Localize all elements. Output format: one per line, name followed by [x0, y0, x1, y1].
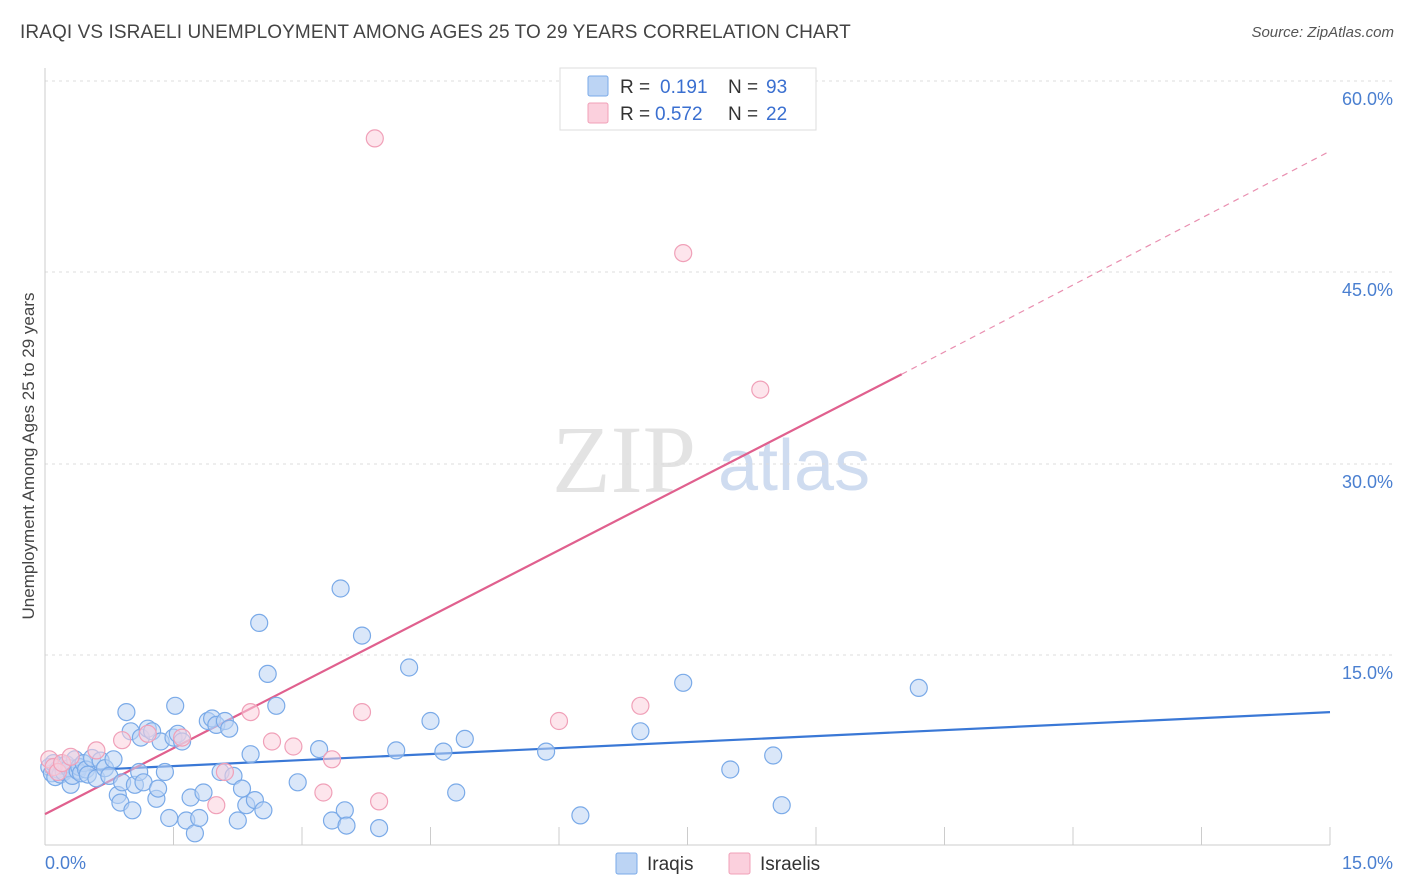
point-iraqis — [190, 808, 209, 828]
point-iraqis — [421, 711, 440, 731]
point-iraqis — [267, 696, 286, 715]
legend-n-iraqis: 93 — [766, 77, 787, 98]
point-iraqis — [104, 750, 123, 769]
point-iraqis — [194, 783, 213, 802]
y-tick-label: 15.0% — [1342, 663, 1393, 683]
bottom-legend: Iraqis Israelis — [615, 852, 820, 875]
y-axis-label: Unemployment Among Ages 25 to 29 years — [19, 293, 38, 620]
point-israelis — [549, 711, 569, 731]
y-tick-label: 60.0% — [1342, 89, 1393, 109]
point-iraqis — [228, 811, 247, 830]
legend-swatch-israelis — [587, 102, 609, 124]
trend-line-extension-israelis — [901, 150, 1331, 375]
point-iraqis — [310, 739, 329, 759]
point-iraqis — [232, 779, 252, 798]
point-iraqis — [400, 658, 419, 677]
bottom-legend-iraqis: Iraqis — [647, 854, 693, 875]
legend-swatch-iraqis — [587, 75, 609, 97]
point-iraqis — [160, 808, 179, 828]
point-iraqis — [455, 729, 474, 749]
point-iraqis — [155, 762, 174, 782]
point-iraqis — [721, 760, 740, 779]
point-iraqis — [447, 783, 466, 802]
point-iraqis — [117, 702, 136, 722]
point-israelis — [352, 702, 372, 722]
legend-n-label-israelis: N = — [728, 104, 758, 125]
trend-line-iraqis — [44, 711, 1331, 774]
legend-r-iraqis: 0.191 — [660, 77, 708, 98]
point-iraqis — [909, 678, 928, 698]
point-iraqis — [258, 664, 277, 684]
x-tick-label: 15.0% — [1342, 853, 1393, 873]
point-iraqis — [288, 773, 307, 792]
point-iraqis — [337, 816, 356, 835]
point-israelis — [112, 731, 132, 750]
source-label: Source: ZipAtlas.com — [1251, 24, 1394, 41]
x-tick-label: 0.0% — [45, 853, 86, 873]
point-israelis — [241, 702, 260, 722]
point-iraqis — [185, 824, 204, 843]
point-iraqis — [434, 742, 453, 761]
point-israelis — [87, 741, 106, 760]
point-iraqis — [149, 779, 168, 798]
legend-n-label-iraqis: N = — [728, 77, 758, 98]
point-israelis — [284, 737, 303, 756]
point-israelis — [215, 762, 234, 782]
grid-lines — [45, 80, 1392, 656]
legend-n-israelis: 22 — [766, 104, 787, 125]
point-iraqis — [764, 746, 783, 765]
bottom-legend-israelis: Israelis — [760, 854, 820, 875]
point-israelis — [631, 696, 650, 715]
bottom-legend-swatch-israelis — [728, 852, 751, 875]
point-iraqis — [250, 613, 269, 633]
point-iraqis — [352, 626, 372, 645]
point-iraqis — [335, 801, 354, 820]
point-israelis — [365, 129, 384, 148]
legend-r-label-israelis: R = — [620, 104, 650, 125]
point-iraqis — [571, 806, 590, 825]
point-israelis — [262, 732, 282, 751]
point-iraqis — [166, 696, 185, 715]
y-tick-label: 30.0% — [1342, 472, 1393, 492]
point-iraqis — [123, 801, 142, 820]
point-iraqis — [631, 722, 650, 741]
watermark-zip: ZIP — [552, 406, 696, 513]
point-israelis — [751, 380, 770, 399]
point-israelis — [61, 747, 80, 766]
point-israelis — [138, 724, 157, 743]
point-iraqis — [370, 818, 389, 838]
legend-r-label-iraqis: R = — [620, 77, 650, 98]
point-iraqis — [387, 741, 406, 760]
point-iraqis — [254, 801, 273, 820]
point-israelis — [322, 750, 342, 769]
chart-title: IRAQI VS ISRAELI UNEMPLOYMENT AMONG AGES… — [20, 22, 851, 43]
watermark-atlas: atlas — [718, 426, 870, 506]
axes: 15.0% 30.0% 45.0% 60.0% 0.0% 15.0% — [44, 68, 1393, 873]
point-iraqis — [331, 579, 350, 598]
data-points — [40, 129, 928, 843]
point-iraqis — [772, 796, 791, 815]
legend: R = 0.191 N = 93 R = 0.572 N = 22 — [559, 67, 817, 131]
point-iraqis — [241, 745, 260, 764]
point-iraqis — [536, 742, 556, 761]
point-israelis — [173, 728, 192, 747]
point-israelis — [207, 796, 226, 815]
bottom-legend-swatch-iraqis — [615, 852, 638, 875]
point-iraqis — [220, 719, 239, 738]
legend-r-israelis: 0.572 — [655, 104, 703, 125]
point-israelis — [370, 792, 389, 811]
point-israelis — [674, 244, 693, 263]
point-iraqis — [674, 673, 693, 692]
point-israelis — [314, 783, 333, 802]
y-tick-label: 45.0% — [1342, 280, 1393, 300]
